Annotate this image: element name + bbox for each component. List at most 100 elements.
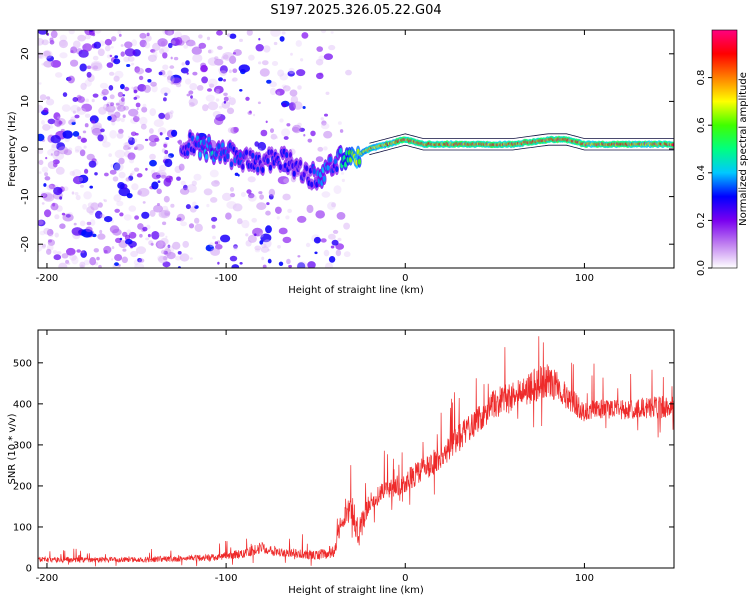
noise-blob <box>113 162 124 172</box>
noise-blob <box>99 125 102 128</box>
y-tick-label: 10 <box>20 95 31 108</box>
x-tick-label: 100 <box>575 273 594 284</box>
noise-blob <box>282 236 292 244</box>
noise-blob <box>113 162 121 171</box>
noise-blob <box>115 102 120 106</box>
noise-blob <box>277 69 285 77</box>
noise-blob <box>126 64 131 67</box>
noise-blob <box>193 173 202 181</box>
noise-blob <box>128 137 136 146</box>
noise-blob <box>117 91 124 98</box>
noise-blob <box>219 70 227 76</box>
ridge-core <box>339 147 343 154</box>
noise-blob <box>120 44 124 47</box>
noise-blob <box>341 172 345 175</box>
noise-blob <box>133 146 139 150</box>
noise-blob <box>77 96 85 103</box>
noise-blob <box>135 132 139 136</box>
noise-blob <box>101 88 109 96</box>
noise-blob <box>109 94 115 100</box>
noise-blob <box>167 75 172 81</box>
ridge-core <box>266 158 270 164</box>
noise-blob <box>137 258 143 263</box>
noise-blob <box>114 262 119 266</box>
noise-blob <box>343 251 351 258</box>
noise-blob <box>270 133 277 140</box>
ridge-edge-lower <box>369 144 674 156</box>
noise-blob <box>41 63 45 66</box>
noise-blob <box>150 49 156 53</box>
noise-blob <box>74 145 83 152</box>
noise-blob <box>262 264 267 268</box>
noise-blob <box>54 232 59 238</box>
noise-blob <box>225 212 232 220</box>
noise-blob <box>296 261 308 268</box>
noise-blob <box>164 30 175 36</box>
ridge-core <box>357 158 361 165</box>
noise-blob <box>156 188 162 195</box>
noise-blob <box>182 240 189 248</box>
ridge-core <box>671 143 674 147</box>
noise-blob <box>171 40 176 45</box>
noise-blob <box>126 193 133 199</box>
noise-blob <box>152 50 158 56</box>
noise-blob <box>160 87 171 96</box>
spectrogram-xlabel: Height of straight line (km) <box>288 285 424 296</box>
y-tick-label: -10 <box>20 188 31 204</box>
noise-blob <box>56 251 62 255</box>
noise-blob <box>133 115 140 123</box>
noise-blob <box>229 55 237 64</box>
noise-blob <box>80 82 87 90</box>
noise-blob <box>323 53 333 60</box>
noise-blob <box>83 191 92 200</box>
noise-blob <box>331 239 339 246</box>
noise-blob <box>86 221 92 226</box>
noise-blob <box>159 164 167 172</box>
noise-blob <box>111 258 114 261</box>
noise-blob <box>164 210 171 216</box>
noise-blob <box>300 58 304 62</box>
x-tick-label: -200 <box>36 273 59 284</box>
noise-blob <box>76 107 87 115</box>
noise-blob <box>144 35 152 42</box>
noise-blob <box>170 110 174 114</box>
noise-blob <box>162 256 168 261</box>
noise-blob <box>63 149 72 156</box>
noise-blob <box>269 81 277 88</box>
noise-blob <box>227 127 235 134</box>
noise-blob <box>46 248 52 255</box>
noise-blob <box>74 149 80 153</box>
noise-blob <box>165 235 168 239</box>
noise-blob <box>71 191 75 195</box>
noise-blob <box>70 50 74 54</box>
noise-blob <box>45 156 48 160</box>
noise-blob <box>118 171 126 179</box>
noise-blob <box>76 106 81 112</box>
noise-blob <box>99 214 105 219</box>
noise-blob <box>175 36 183 46</box>
noise-blob <box>130 131 137 137</box>
snr-line <box>38 336 674 567</box>
noise-blob <box>161 46 170 53</box>
noise-blob <box>128 146 131 150</box>
noise-blob <box>72 110 76 114</box>
noise-blob <box>71 255 79 265</box>
noise-blob <box>69 170 76 176</box>
noise-blob <box>268 194 274 200</box>
noise-blob <box>70 104 80 114</box>
noise-blob <box>97 202 103 208</box>
noise-blob <box>147 233 151 238</box>
noise-blob <box>46 228 54 237</box>
noise-blob <box>336 212 346 220</box>
noise-blob <box>142 103 147 108</box>
noise-blob <box>266 79 272 84</box>
noise-blob <box>41 39 49 46</box>
ridge-core <box>207 136 211 143</box>
noise-blob <box>131 183 139 191</box>
noise-blob <box>286 123 291 127</box>
noise-blob <box>134 215 140 220</box>
noise-blob <box>257 141 267 151</box>
noise-blob <box>166 252 176 260</box>
noise-blob <box>166 74 175 84</box>
